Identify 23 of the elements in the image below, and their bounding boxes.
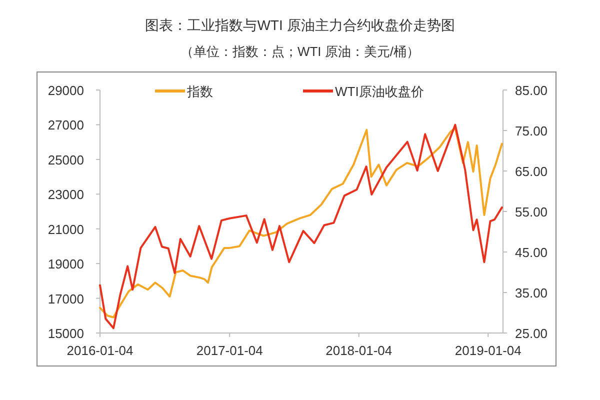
y2-tick-label: 75.00 <box>515 124 548 138</box>
y2-tick-label: 85.00 <box>515 83 548 98</box>
y-tick-label: 17000 <box>48 291 84 306</box>
y2-tick-label: 45.00 <box>515 245 548 260</box>
y-tick-label: 15000 <box>48 326 84 341</box>
x-tick-label: 2019-01-04 <box>454 343 522 358</box>
legend-label: 指数 <box>186 84 213 99</box>
y-tick-label: 29000 <box>48 83 84 98</box>
y2-tick-label: 25.00 <box>515 326 548 341</box>
y-tick-label: 27000 <box>48 118 84 133</box>
y-tick-label: 25000 <box>48 152 84 168</box>
chart-title: 图表：工业指数与WTI 原油主力合约收盘价走势图 <box>145 17 455 33</box>
legend-label: WTI原油收盘价 <box>335 84 424 99</box>
y2-tick-label: 55.00 <box>515 204 548 220</box>
y-tick-label: 23000 <box>48 187 84 202</box>
y-tick-label: 21000 <box>48 222 84 237</box>
y2-tick-label: 65.00 <box>515 164 548 179</box>
x-tick-label: 2017-01-04 <box>196 343 263 358</box>
x-tick-label: 2018-01-04 <box>326 343 392 358</box>
y2-tick-label: 35.00 <box>515 286 548 300</box>
x-tick-label: 2016-01-04 <box>66 343 134 358</box>
chart-subtitle: （单位：指数：点；WTI 原油：美元/桶） <box>180 44 420 59</box>
y-tick-label: 19000 <box>48 256 84 272</box>
